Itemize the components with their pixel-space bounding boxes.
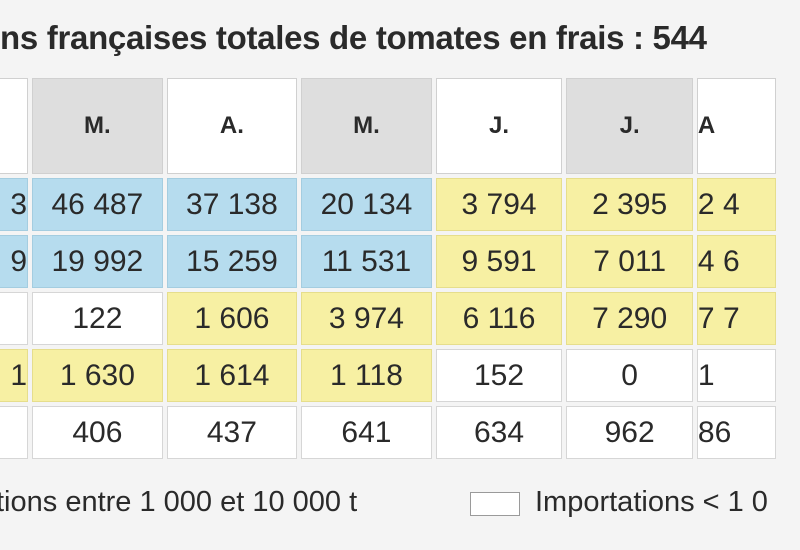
table-cell: 7 7 [696, 292, 776, 345]
header-row: M. A. M. J. J. A [0, 78, 776, 174]
table-cell: 2 395 [566, 178, 693, 231]
table-cell: 4 6 [696, 235, 776, 288]
table-cell: 1 606 [166, 292, 298, 345]
table-cell: 20 134 [301, 178, 432, 231]
table-cell: 634 [435, 406, 563, 459]
table-cell: 1 [696, 349, 776, 402]
table-cell: 3 [0, 178, 29, 231]
table-cell: 122 [32, 292, 163, 345]
table-cell: 7 011 [566, 235, 693, 288]
table-cell: 1 614 [166, 349, 298, 402]
imports-table: M. A. M. J. J. A 3 46 487 37 138 20 134 … [0, 74, 780, 463]
table-cell: 9 591 [435, 235, 563, 288]
table-row: 3 46 487 37 138 20 134 3 794 2 395 2 4 [0, 178, 776, 231]
column-header: A [696, 78, 776, 174]
table-cell: 0 [566, 349, 693, 402]
table-cell: 2 4 [696, 178, 776, 231]
table-row: 406 437 641 634 962 86 [0, 406, 776, 459]
table-cell: 15 259 [166, 235, 298, 288]
column-header: M. [301, 78, 432, 174]
table-cell: 641 [301, 406, 432, 459]
table-cell: 406 [32, 406, 163, 459]
legend-mid-label: tions entre 1 000 et 10 000 t [0, 486, 358, 518]
column-header [0, 78, 29, 174]
table-cell: 11 531 [301, 235, 432, 288]
legend-low-swatch [470, 492, 520, 516]
table-cell: 46 487 [32, 178, 163, 231]
table-cell: 437 [166, 406, 298, 459]
table-cell: 3 974 [301, 292, 432, 345]
column-header: J. [566, 78, 693, 174]
table-title: ns françaises totales de tomates en frai… [0, 0, 800, 68]
table-cell: 1 [0, 349, 29, 402]
table-cell: 9 [0, 235, 29, 288]
table-cell: 1 118 [301, 349, 432, 402]
table-row: 1 1 630 1 614 1 118 152 0 1 [0, 349, 776, 402]
table-cell: 1 630 [32, 349, 163, 402]
column-header: J. [435, 78, 563, 174]
table-cell [0, 406, 29, 459]
legend: tions entre 1 000 et 10 000 t Importatio… [0, 472, 800, 532]
table-cell: 152 [435, 349, 563, 402]
table-cell: 962 [566, 406, 693, 459]
table-cell: 86 [696, 406, 776, 459]
table-cell [0, 292, 29, 345]
column-header: M. [32, 78, 163, 174]
table-row: 9 19 992 15 259 11 531 9 591 7 011 4 6 [0, 235, 776, 288]
table-cell: 37 138 [166, 178, 298, 231]
table-cell: 7 290 [566, 292, 693, 345]
column-header: A. [166, 78, 298, 174]
table-cell: 6 116 [435, 292, 563, 345]
legend-low-label: Importations < 1 0 [535, 486, 768, 518]
table-cell: 3 794 [435, 178, 563, 231]
table-row: 122 1 606 3 974 6 116 7 290 7 7 [0, 292, 776, 345]
table-cell: 19 992 [32, 235, 163, 288]
